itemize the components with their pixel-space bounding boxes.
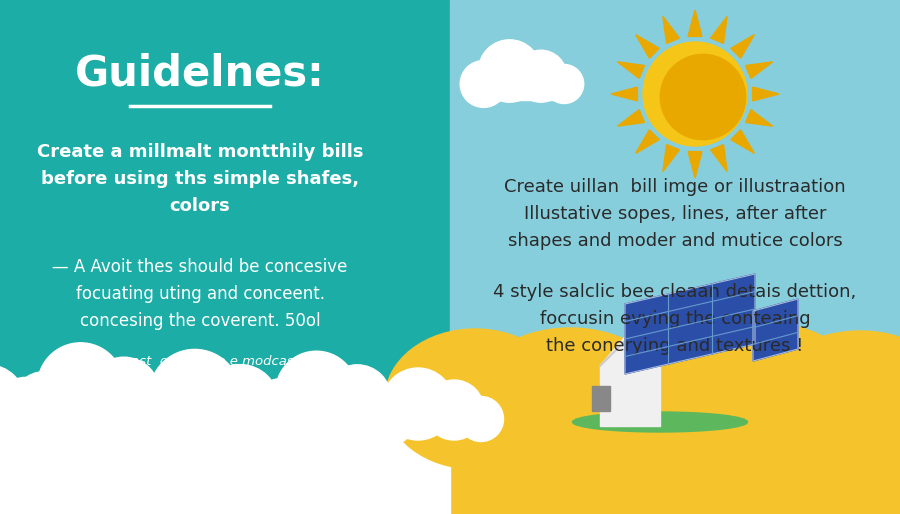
Bar <box>592 386 610 411</box>
Circle shape <box>130 377 184 431</box>
Ellipse shape <box>385 329 565 469</box>
Bar <box>153 410 286 437</box>
Polygon shape <box>745 109 772 126</box>
Polygon shape <box>731 34 754 58</box>
Circle shape <box>88 357 160 429</box>
Circle shape <box>643 42 747 146</box>
Polygon shape <box>745 62 772 78</box>
Circle shape <box>382 368 454 440</box>
Circle shape <box>202 364 278 440</box>
Circle shape <box>361 392 415 446</box>
Text: Create uillan  bill imge or illustraation
Illustative sopes, lines, after after
: Create uillan bill imge or illustraation… <box>504 178 846 250</box>
Polygon shape <box>663 16 680 44</box>
Bar <box>0 416 64 438</box>
Bar <box>450 0 900 514</box>
Circle shape <box>0 364 25 442</box>
Ellipse shape <box>760 331 900 481</box>
Text: — A Avoit thes should be concesive
focuating uting and conceent.
concesing the c: — A Avoit thes should be concesive focua… <box>52 258 347 330</box>
Circle shape <box>661 54 745 140</box>
Bar <box>279 406 398 429</box>
Polygon shape <box>688 10 702 36</box>
Polygon shape <box>753 299 798 361</box>
Polygon shape <box>625 274 755 374</box>
Circle shape <box>252 378 313 439</box>
Circle shape <box>479 40 541 102</box>
Bar <box>450 419 900 514</box>
Circle shape <box>363 383 413 434</box>
Circle shape <box>31 395 78 443</box>
Bar <box>0 0 450 514</box>
Circle shape <box>460 61 507 107</box>
Circle shape <box>424 380 484 440</box>
Circle shape <box>38 343 124 429</box>
Polygon shape <box>688 152 702 178</box>
Polygon shape <box>663 144 680 172</box>
Circle shape <box>13 372 77 436</box>
Text: Create a millmalt montthily bills
before using ths simple shafes,
colors: Create a millmalt montthily bills before… <box>37 143 364 215</box>
Ellipse shape <box>572 412 748 432</box>
Polygon shape <box>711 144 727 172</box>
Circle shape <box>0 377 58 442</box>
Circle shape <box>149 350 240 440</box>
Ellipse shape <box>465 328 675 484</box>
Polygon shape <box>600 331 660 366</box>
Bar <box>385 416 490 437</box>
Text: 4 style salclic bee cleaan detais dettion,
foccusin evying the conteaing
the con: 4 style salclic bee cleaan detais dettio… <box>493 283 857 355</box>
Polygon shape <box>711 16 727 44</box>
Polygon shape <box>635 130 659 153</box>
Polygon shape <box>617 62 644 78</box>
Text: – oycast  oct calare e modcasn: – oycast oct calare e modcasn <box>97 355 302 368</box>
Circle shape <box>122 380 191 448</box>
Ellipse shape <box>580 352 740 472</box>
Ellipse shape <box>820 349 900 479</box>
Polygon shape <box>635 34 659 58</box>
Bar <box>0 424 450 514</box>
Circle shape <box>275 351 357 433</box>
Circle shape <box>544 64 584 103</box>
Ellipse shape <box>650 322 870 482</box>
Circle shape <box>458 396 503 442</box>
Circle shape <box>515 50 567 102</box>
Bar <box>41 400 167 426</box>
Polygon shape <box>611 87 637 101</box>
Text: Guidelnes:: Guidelnes: <box>75 53 325 95</box>
Polygon shape <box>731 130 754 153</box>
Polygon shape <box>617 109 644 126</box>
Polygon shape <box>752 87 779 101</box>
Bar <box>600 366 660 426</box>
Circle shape <box>246 386 303 443</box>
Circle shape <box>323 365 392 433</box>
Bar <box>481 81 572 100</box>
